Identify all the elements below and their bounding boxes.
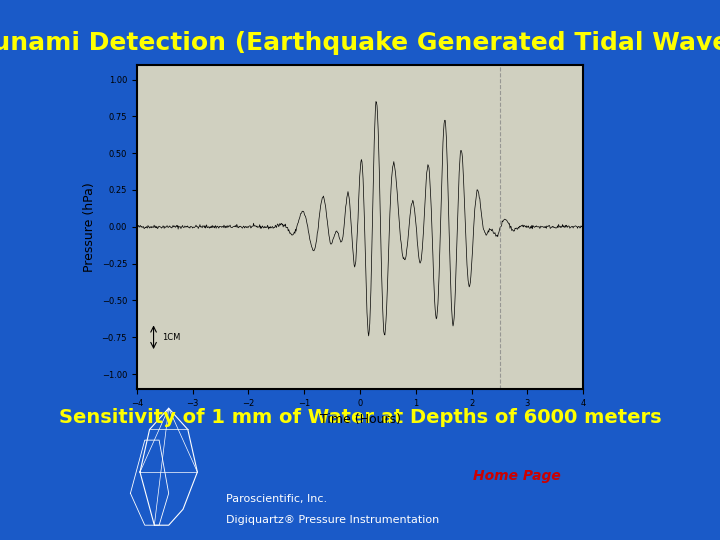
- Text: Home Page: Home Page: [473, 469, 561, 483]
- Text: Paroscientific, Inc.: Paroscientific, Inc.: [226, 494, 327, 504]
- Text: 1CM: 1CM: [162, 333, 180, 342]
- Text: Tsunami Detection (Earthquake Generated Tidal Waves): Tsunami Detection (Earthquake Generated …: [0, 31, 720, 55]
- Text: Sensitivity of 1 mm of Water at Depths of 6000 meters: Sensitivity of 1 mm of Water at Depths o…: [59, 408, 661, 427]
- X-axis label: Time (Hours): Time (Hours): [320, 413, 400, 426]
- Y-axis label: Pressure (hPa): Pressure (hPa): [83, 182, 96, 272]
- Text: Digiquartz® Pressure Instrumentation: Digiquartz® Pressure Instrumentation: [226, 515, 439, 525]
